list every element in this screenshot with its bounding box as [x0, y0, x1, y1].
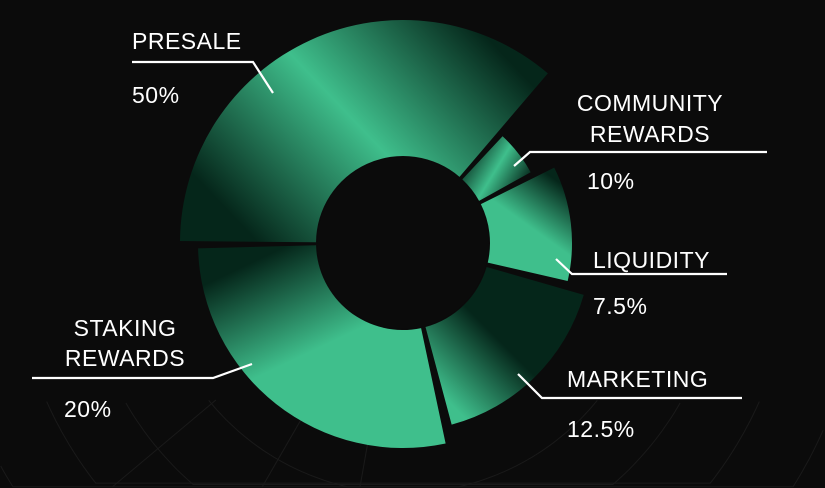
leader-line-liquidity [555, 258, 727, 276]
slice-marketing [425, 266, 584, 425]
label-community-line2: REWARDS [589, 121, 711, 147]
grid-spoke [111, 399, 217, 488]
grid-ring [46, 401, 760, 484]
leader-line-staking [32, 362, 253, 380]
label-liquidity-value: 7.5% [593, 293, 648, 319]
label-liquidity-name: LIQUIDITY [593, 247, 710, 273]
slice-staking-rewards [198, 245, 446, 448]
label-presale-name: PRESALE [132, 28, 242, 54]
slice-community-rewards [462, 136, 531, 201]
label-community-line1: COMMUNITY [576, 90, 724, 116]
label-presale-value: 50% [132, 82, 180, 108]
slice-liquidity [480, 167, 572, 282]
label-marketing-value: 12.5% [567, 416, 635, 442]
leader-line-presale [132, 60, 274, 94]
label-staking-line2: REWARDS [64, 345, 186, 371]
leader-line-marketing [517, 373, 742, 400]
label-community-value: 10% [587, 168, 635, 194]
slice-presale [180, 19, 548, 243]
label-staking-line1: STAKING [73, 315, 177, 341]
leader-line-community [513, 150, 767, 167]
label-staking-value: 20% [64, 396, 112, 422]
grid-ring [125, 402, 681, 485]
grid-ring [0, 429, 824, 488]
label-marketing-name: MARKETING [567, 366, 709, 392]
donut-hole [317, 157, 489, 329]
